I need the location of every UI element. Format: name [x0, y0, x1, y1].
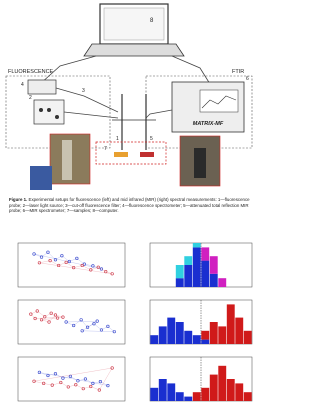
photo-detail: [194, 148, 206, 178]
panels: [18, 243, 252, 401]
histogram-bar: [201, 340, 209, 344]
histogram-bar: [201, 261, 209, 287]
histogram-frame: [150, 243, 252, 287]
histogram-bar: [176, 278, 184, 287]
histogram-bar: [184, 397, 192, 401]
caption-text: Experimental setups for fluorescence (le…: [9, 197, 250, 213]
scatter-hull: [34, 252, 101, 269]
histogram-bar: [193, 335, 201, 344]
scatter-hull: [31, 311, 63, 322]
histogram-bar: [150, 388, 158, 401]
histogram-bar: [210, 375, 218, 401]
label-7: 7: [104, 146, 107, 152]
histogram-bar: [218, 326, 226, 344]
histogram-bar: [176, 392, 184, 401]
histogram-bar: [210, 322, 218, 344]
histogram-bar: [176, 265, 184, 278]
label-3: 3: [82, 88, 85, 94]
cable: [146, 110, 172, 118]
histogram-bar: [201, 388, 209, 401]
histogram-bar: [210, 256, 218, 274]
histogram-bar: [201, 331, 209, 340]
histogram-bar: [193, 247, 201, 287]
histogram-bar: [227, 304, 235, 344]
knob: [39, 108, 43, 112]
histogram-bar: [184, 256, 192, 265]
photo: [30, 166, 52, 190]
device-label: MATRIX-MF: [193, 121, 224, 127]
laptop-keyboard: [84, 44, 184, 56]
histogram-bar: [244, 331, 252, 344]
caption: Figure 1. Experimental setups for fluore…: [9, 197, 251, 214]
histogram-bar: [201, 247, 209, 260]
histogram-bar: [218, 278, 226, 287]
label-2: 2: [29, 95, 32, 101]
histogram-bar: [193, 392, 201, 401]
histogram-bar: [235, 383, 243, 401]
scatter-hull: [39, 261, 112, 274]
knob: [55, 115, 59, 119]
section-label: FLUORESCENCE: [8, 69, 54, 75]
histogram-bar: [184, 331, 192, 344]
histogram-bar: [167, 383, 175, 401]
histogram-bar: [235, 318, 243, 344]
fiber: [56, 88, 118, 112]
caption-label: Figure 1.: [9, 197, 27, 202]
laptop-display: [104, 8, 164, 40]
histogram-bar: [193, 243, 201, 247]
scatter-frame: [18, 300, 125, 344]
histogram-bar: [244, 392, 252, 401]
label-4: 4: [21, 82, 24, 88]
sample: [114, 152, 128, 157]
label-1: 1: [116, 136, 119, 142]
histogram-bar: [159, 326, 167, 344]
spectrometer: [28, 80, 56, 94]
histogram-bar: [210, 274, 218, 287]
label-6: 6: [246, 76, 249, 82]
label-5: 5: [150, 136, 153, 142]
display: [200, 90, 238, 112]
histogram-bar: [184, 265, 192, 287]
scatter-frame: [18, 357, 125, 401]
photo-detail: [62, 140, 72, 180]
histogram-bar: [218, 366, 226, 401]
histogram-bar: [150, 335, 158, 344]
cable: [172, 56, 210, 84]
sample: [140, 152, 154, 157]
histogram-bar: [176, 322, 184, 344]
scatter-frame: [18, 243, 125, 287]
histogram-bar: [159, 379, 167, 401]
page: 8 FLUORESCENCE FTIR 4 2 3 MATRIX-MF 6 1 …: [0, 0, 258, 411]
histogram-bar: [227, 379, 235, 401]
histogram-bar: [167, 318, 175, 344]
knob: [47, 108, 51, 112]
section-label: FTIR: [232, 69, 244, 75]
